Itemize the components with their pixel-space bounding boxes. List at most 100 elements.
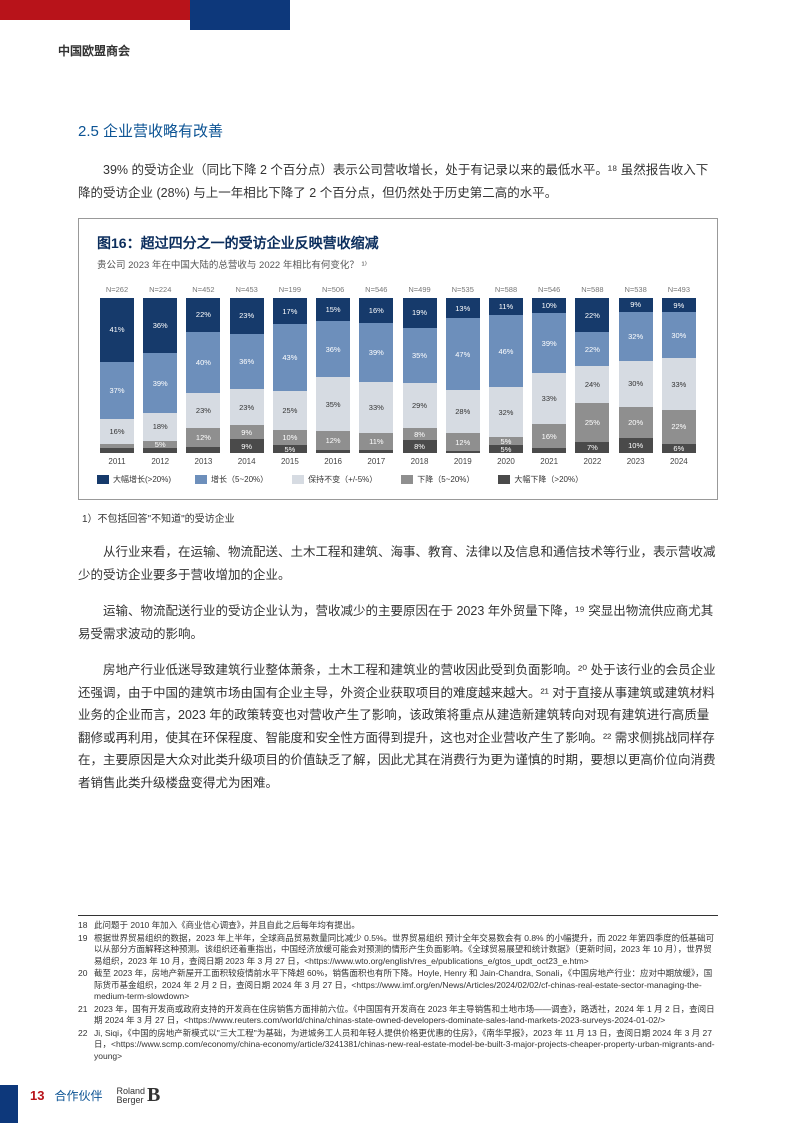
bar-segment: 24% [575, 366, 609, 403]
year-label: 2019 [454, 457, 472, 466]
n-label: N=493 [668, 285, 690, 295]
n-label: N=262 [106, 285, 128, 295]
legend-swatch [195, 475, 207, 484]
footnote-number: 22 [78, 1028, 94, 1062]
bar-segment: 10% [532, 298, 566, 313]
paragraph-4: 房地产行业低迷导致建筑行业整体萧条，土木工程和建筑业的营收因此受到负面影响。²⁰… [78, 659, 718, 794]
bar-segment: 39% [532, 313, 566, 373]
bar-segment: 9% [230, 425, 264, 439]
year-label: 2013 [195, 457, 213, 466]
bar-segment: 36% [316, 321, 350, 377]
bar-column: N=53512%28%47%13%2019 [445, 285, 481, 466]
bar-segment: 6% [662, 444, 696, 453]
bar-column: N=26216%37%41%2011 [99, 285, 135, 466]
legend-item: 大幅增长(>20%) [97, 474, 171, 485]
year-label: 2012 [151, 457, 169, 466]
year-label: 2018 [411, 457, 429, 466]
bar-stack: 9%9%23%36%23% [230, 298, 264, 453]
bar-segment: 37% [100, 362, 134, 419]
bar-segment [100, 448, 134, 453]
footnote-text: Ji, Siqi，《中国的房地产新模式以"三大工程"为基础，为进城务工人员和年轻… [94, 1028, 718, 1062]
bar-segment: 20% [619, 407, 653, 438]
n-label: N=499 [408, 285, 430, 295]
n-label: N=453 [236, 285, 258, 295]
bar-segment [316, 450, 350, 453]
bar-segment: 47% [446, 318, 480, 390]
bar-segment: 18% [143, 413, 177, 441]
bar-segment: 12% [186, 428, 220, 446]
bar-segment: 8% [403, 440, 437, 453]
bar-segment: 9% [230, 439, 264, 453]
bar-segment: 25% [575, 403, 609, 442]
chart-footnote: 1）不包括回答"不知道"的受访企业 [82, 510, 718, 525]
n-label: N=199 [279, 285, 301, 295]
bar-segment: 12% [446, 433, 480, 451]
legend-swatch [498, 475, 510, 484]
page-number: 13 [30, 1088, 44, 1103]
legend-item: 保持不变（+/-5%） [292, 474, 377, 485]
n-label: N=588 [495, 285, 517, 295]
bar-column: N=4539%9%23%36%23%2014 [229, 285, 265, 466]
footnote: 18此问题于 2010 年加入《商业信心调查》，并且自此之后每年均有提出。 [78, 920, 718, 931]
bar-stack: 8%8%29%35%19% [403, 298, 437, 453]
bar-segment: 46% [489, 315, 523, 387]
footnote-number: 21 [78, 1004, 94, 1027]
bar-segment: 16% [359, 298, 393, 323]
bar-stack: 7%25%24%22%22% [575, 298, 609, 453]
footnote: 19根据世界贸易组织的数据，2023 年上半年，全球商品贸易数量同比减少 0.5… [78, 933, 718, 967]
bar-column: N=5885%5%32%46%11%2020 [488, 285, 524, 466]
footnote-text: 截至 2023 年，房地产新屋开工面积较疫情前水平下降超 60%，销售面积也有所… [94, 968, 718, 1002]
top-accent-red [0, 0, 190, 20]
bar-segment: 35% [403, 328, 437, 383]
roland-berger-logo: Roland Berger B [116, 1084, 160, 1107]
bar-stack: 11%33%39%16% [359, 298, 393, 453]
logo-b-icon: B [147, 1084, 160, 1107]
bar-segment: 22% [662, 410, 696, 444]
bar-segment: 33% [532, 373, 566, 424]
bar-segment: 36% [143, 298, 177, 353]
bar-stack: 12%28%47%13% [446, 298, 480, 453]
bar-segment: 23% [186, 393, 220, 428]
bar-segment [446, 451, 480, 453]
year-label: 2024 [670, 457, 688, 466]
bar-segment: 36% [230, 334, 264, 390]
chart-title: 图16：超过四分之一的受访企业反映营收缩减 [97, 233, 699, 253]
bar-segment: 17% [273, 298, 307, 324]
footnote: 22Ji, Siqi，《中国的房地产新模式以"三大工程"为基础，为进城务工人员和… [78, 1028, 718, 1062]
legend-label: 大幅下降（>20%） [514, 474, 583, 485]
bar-column: N=4998%8%29%35%19%2018 [402, 285, 438, 466]
legend-label: 大幅增长(>20%) [113, 474, 171, 485]
n-label: N=546 [538, 285, 560, 295]
paragraph-2: 从行业来看，在运输、物流配送、土木工程和建筑、海事、教育、法律以及信息和通信技术… [78, 541, 718, 586]
footnote: 212023 年，国有开发商或政府支持的开发商在住房销售方面排前六位。《中国国有… [78, 1004, 718, 1027]
section-title: 企业营收略有改善 [103, 123, 223, 140]
footnote-number: 18 [78, 920, 94, 931]
bar-segment: 15% [316, 298, 350, 321]
year-label: 2022 [584, 457, 602, 466]
n-label: N=452 [192, 285, 214, 295]
bar-segment: 33% [359, 382, 393, 433]
bar-column: N=50612%35%36%15%2016 [315, 285, 351, 466]
bar-segment: 32% [489, 387, 523, 437]
legend-label: 保持不变（+/-5%） [308, 474, 377, 485]
partner-label: 合作伙伴 [54, 1087, 102, 1104]
bar-stack: 16%33%39%10% [532, 298, 566, 453]
footnote: 20截至 2023 年，房地产新屋开工面积较疫情前水平下降超 60%，销售面积也… [78, 968, 718, 1002]
bar-segment: 9% [662, 298, 696, 312]
bar-segment: 43% [273, 324, 307, 391]
n-label: N=506 [322, 285, 344, 295]
n-label: N=546 [365, 285, 387, 295]
bar-segment [186, 447, 220, 453]
year-label: 2015 [281, 457, 299, 466]
bar-stack: 5%10%25%43%17% [273, 298, 307, 453]
bar-segment: 11% [359, 433, 393, 450]
year-label: 2020 [497, 457, 515, 466]
bar-segment: 12% [316, 431, 350, 450]
paragraph-3: 运输、物流配送行业的受访企业认为，营收减少的主要原因在于 2023 年外贸量下降… [78, 600, 718, 645]
paragraph-1: 39% 的受访企业（同比下降 2 个百分点）表示公司营收增长，处于有记录以来的最… [78, 159, 718, 204]
bar-segment: 7% [575, 442, 609, 453]
bar-segment: 32% [619, 312, 653, 361]
bar-segment: 39% [359, 323, 393, 383]
bar-segment [532, 448, 566, 453]
bar-segment: 29% [403, 383, 437, 428]
